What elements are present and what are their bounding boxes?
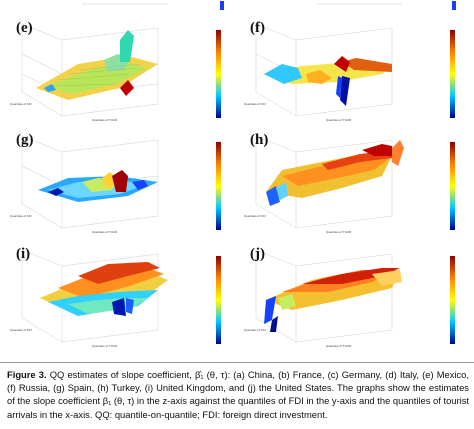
surface-plot-f — [255, 23, 455, 118]
panel-j: (j) Quantiles of TOUR Quantiles of FDI — [242, 240, 468, 352]
panel-f: (f) Quantiles of TOUR Quantiles of FDI — [242, 14, 468, 126]
figure-3-surface-plots: (e) Quantiles of TOUR Quantiles of FDI — [8, 0, 468, 352]
panel-label-h: (h) — [250, 132, 269, 148]
y-axis-label-g: Quantiles of FDI — [10, 214, 32, 218]
surface-plot-g — [21, 135, 221, 230]
x-axis-label-i: Quantiles of TOUR — [92, 344, 118, 348]
cropped-panel-strip-right — [242, 0, 468, 12]
y-axis-label-f: Quantiles of FDI — [244, 102, 266, 106]
caption-lead: Figure 3. — [7, 369, 47, 380]
colorbar-e — [216, 30, 221, 118]
panel-i: (i) Quantiles of TOUR Quantiles of FDI — [8, 240, 234, 352]
x-axis-label-j: Quantiles of TOUR — [326, 344, 352, 348]
x-axis-label-e: Quantiles of TOUR — [92, 118, 118, 122]
surface-plot-h — [255, 135, 455, 230]
panel-label-f: (f) — [250, 20, 265, 36]
panel-e: (e) Quantiles of TOUR Quantiles of FDI — [8, 14, 234, 126]
y-axis-label-j: Quantiles of FDI — [244, 328, 266, 332]
x-axis-label-f: Quantiles of TOUR — [326, 118, 352, 122]
cropped-panel-strip-left — [8, 0, 234, 12]
x-axis-label-h: Quantiles of TOUR — [326, 230, 352, 234]
panel-label-e: (e) — [16, 20, 33, 36]
y-axis-label-h: Quantiles of FDI — [244, 214, 266, 218]
panel-g: (g) Quantiles of TOUR Quantiles of FDI — [8, 126, 234, 238]
panel-label-g: (g) — [16, 132, 34, 148]
caption-divider — [0, 362, 474, 363]
panel-label-j: (j) — [250, 246, 265, 262]
figure-caption: Figure 3. QQ estimates of slope coeffici… — [7, 368, 469, 421]
y-axis-label-i: Quantiles of FDI — [10, 328, 32, 332]
panel-h: (h) Quantiles of TOUR Quantiles of FDI — [242, 126, 468, 238]
surface-plot-e — [21, 23, 159, 117]
surface-plot-i — [21, 249, 221, 344]
surface-plot-j — [255, 249, 455, 344]
y-axis-label-e: Quantiles of FDI — [10, 102, 32, 106]
caption-body: QQ estimates of slope coefficient, β̂₁ (… — [7, 369, 469, 420]
x-axis-label-g: Quantiles of TOUR — [92, 230, 118, 234]
panel-label-i: (i) — [16, 246, 31, 262]
